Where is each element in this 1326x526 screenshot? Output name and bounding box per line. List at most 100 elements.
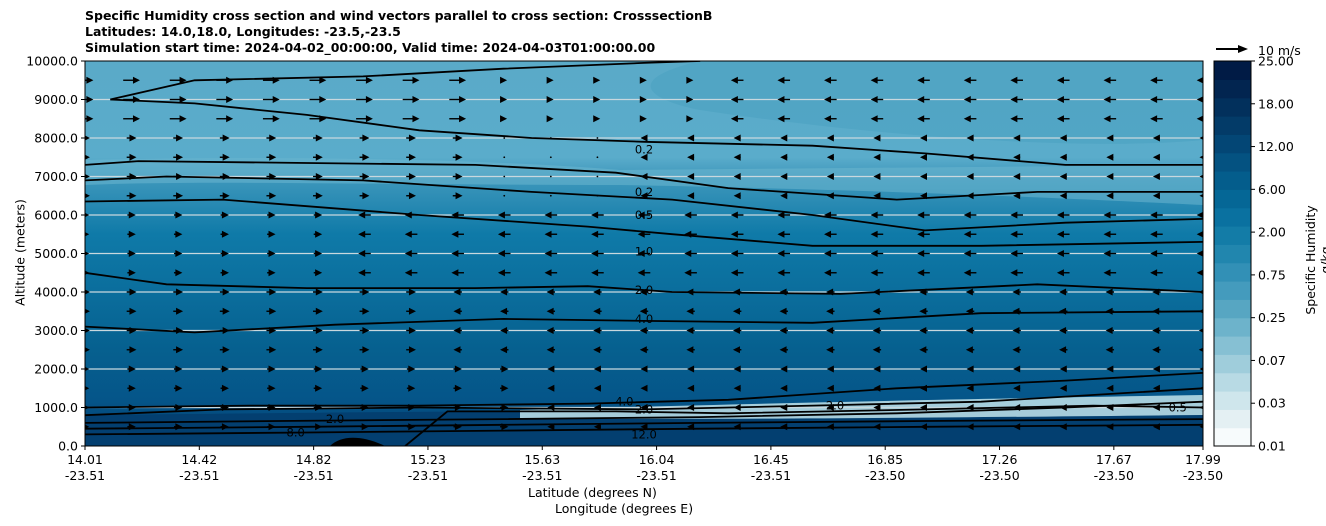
wind-vector (85, 96, 94, 103)
wind-vector (780, 153, 788, 161)
wind-vector (503, 156, 506, 159)
wind-vector (360, 404, 369, 411)
wind-vector-head (176, 327, 184, 334)
wind-vector-head (500, 115, 508, 123)
wind-vector-head (826, 404, 834, 411)
wind-vector-head (315, 365, 323, 373)
wind-vector-head (733, 404, 741, 411)
wind-vector-head (86, 115, 94, 123)
wind-vector (1012, 288, 1021, 296)
wind-vector (1106, 153, 1114, 161)
wind-vector (873, 423, 881, 431)
wind-vector-head (408, 404, 416, 411)
wind-vector-head (1105, 307, 1113, 315)
wind-vector-head (85, 424, 90, 429)
wind-vector-head (826, 423, 834, 431)
wind-vector-head (129, 346, 137, 354)
wind-vector-head (362, 134, 370, 142)
wind-vector (1152, 173, 1160, 180)
wind-vector-head (408, 153, 416, 161)
wind-vector (593, 76, 601, 84)
wind-vector (733, 365, 741, 373)
wind-vector-head (593, 404, 601, 411)
wind-vector (872, 307, 882, 315)
wind-vector-head (733, 384, 741, 392)
wind-vector (1012, 346, 1021, 354)
x-tick-label-lon: -23.51 (293, 468, 333, 483)
wind-vector (637, 250, 651, 257)
wind-vector (870, 211, 884, 219)
wind-vector (870, 76, 884, 84)
wind-vector-head (1103, 115, 1111, 123)
wind-vector (1059, 384, 1067, 392)
x-axis-label-lat: Latitude (degrees N) (528, 485, 657, 500)
colorbar-segment (1214, 281, 1251, 300)
wind-vector-head (640, 365, 648, 373)
colorbar-tick-label: 6.00 (1258, 182, 1286, 197)
wind-vector-head (687, 192, 695, 200)
contour-lines (85, 61, 1203, 446)
wind-vector (173, 346, 184, 354)
wind-vector (406, 134, 416, 142)
wind-vector-head (966, 153, 974, 161)
wind-vector (1106, 404, 1114, 411)
wind-vector-head (1196, 96, 1203, 103)
contour-label: 0.2 (635, 185, 653, 199)
wind-vector-head (779, 327, 787, 334)
wind-vector-head (965, 307, 973, 315)
wind-vector-head (684, 230, 692, 238)
wind-vector-head (730, 269, 738, 277)
wind-vector-head (826, 173, 834, 180)
colorbar-segment (1214, 189, 1251, 209)
wind-vector-head (730, 76, 738, 84)
colorbar-tick-label: 2.00 (1258, 225, 1286, 240)
wind-vector (219, 307, 230, 315)
wind-vector-head (873, 384, 881, 392)
wind-vector-head (686, 96, 694, 103)
wind-vector (452, 134, 463, 142)
wind-vector-head (920, 153, 927, 161)
wind-vector (127, 269, 136, 277)
wind-vector (966, 153, 974, 161)
wind-vector (126, 134, 137, 142)
wind-vector (358, 230, 371, 238)
wind-vector (733, 192, 741, 200)
wind-vector-head (361, 423, 369, 431)
y-tick-label: 6000.0 (34, 208, 78, 223)
x-tick-label-lon: -23.51 (636, 468, 676, 483)
wind-vector (780, 404, 788, 411)
wind-vector (449, 115, 467, 123)
wind-vector (824, 269, 837, 277)
wind-vector (824, 250, 837, 257)
wind-vector-head (1059, 134, 1067, 142)
wind-vector (966, 173, 974, 180)
contour-labels: 0.20.20.51.02.04.04.02.0 2.012.08.02.00.5 (287, 143, 1187, 442)
wind-vector-head (175, 384, 183, 392)
wind-vector-head (593, 327, 601, 334)
wind-vector-head (1199, 155, 1203, 159)
wind-vector (1010, 96, 1023, 103)
wind-vector (169, 115, 187, 123)
wind-vector (780, 365, 788, 373)
wind-vector (639, 346, 649, 354)
wind-vector-head (221, 384, 229, 392)
wind-vector (1103, 211, 1117, 219)
wind-vector (637, 211, 651, 219)
colorbar-frame (1213, 60, 1252, 447)
wind-vector-head (272, 76, 280, 84)
wind-vector-head (500, 288, 508, 296)
wind-vector-head (824, 250, 832, 257)
wind-vector-head (459, 76, 467, 84)
wind-vector-head (730, 96, 738, 103)
wind-vector-dot (549, 156, 552, 159)
wind-vector (686, 307, 695, 315)
wind-vector-head (222, 192, 230, 200)
wind-vector (359, 173, 370, 180)
wind-vector (733, 134, 741, 142)
wind-vector (360, 365, 369, 373)
contour-label: 2.0 (635, 283, 653, 297)
wind-vector-head (1010, 269, 1018, 277)
wind-vector (452, 173, 463, 180)
wind-vector-head (132, 115, 140, 123)
terrain-bump (330, 437, 385, 446)
